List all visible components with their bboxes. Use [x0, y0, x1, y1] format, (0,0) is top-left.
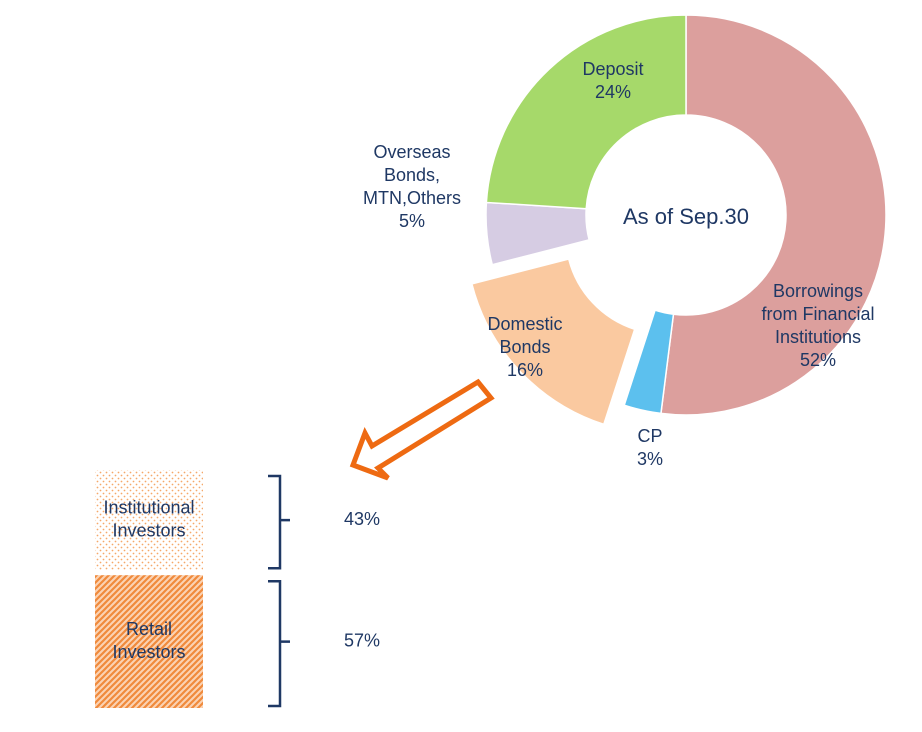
slice-label: Bonds, — [384, 165, 440, 185]
slice-value-label: 16% — [507, 360, 543, 380]
slice-label: Domestic — [487, 314, 562, 334]
segment-label: Investors — [112, 642, 185, 662]
donut-slice — [660, 14, 887, 416]
segment-value-label: 57% — [344, 630, 380, 650]
slice-label: from Financial — [761, 304, 874, 324]
slice-label: Borrowings — [773, 281, 863, 301]
slice-label: MTN,Others — [363, 188, 461, 208]
bar-segment — [95, 470, 203, 571]
donut-slice — [623, 309, 675, 415]
segment-label: Investors — [112, 520, 185, 540]
bracket — [268, 474, 290, 570]
arrow — [349, 378, 495, 481]
donut-slice — [470, 258, 636, 426]
segment-label: Institutional — [103, 497, 194, 517]
slice-label: Overseas — [373, 142, 450, 162]
slice-label: Bonds — [499, 337, 550, 357]
slice-value-label: 5% — [399, 211, 425, 231]
slice-value-label: 3% — [637, 449, 663, 469]
slice-label: Institutions — [775, 327, 861, 347]
bar-segment — [95, 575, 203, 708]
slice-value-label: 52% — [800, 350, 836, 370]
segment-label: Retail — [126, 619, 172, 639]
slice-label: Deposit — [582, 59, 643, 79]
center-annotation: As of Sep.30 — [623, 204, 749, 229]
donut-slice — [485, 14, 687, 210]
donut-slice — [485, 201, 591, 266]
bracket — [268, 579, 290, 708]
slice-label: CP — [637, 426, 662, 446]
slice-value-label: 24% — [595, 82, 631, 102]
segment-value-label: 43% — [344, 509, 380, 529]
